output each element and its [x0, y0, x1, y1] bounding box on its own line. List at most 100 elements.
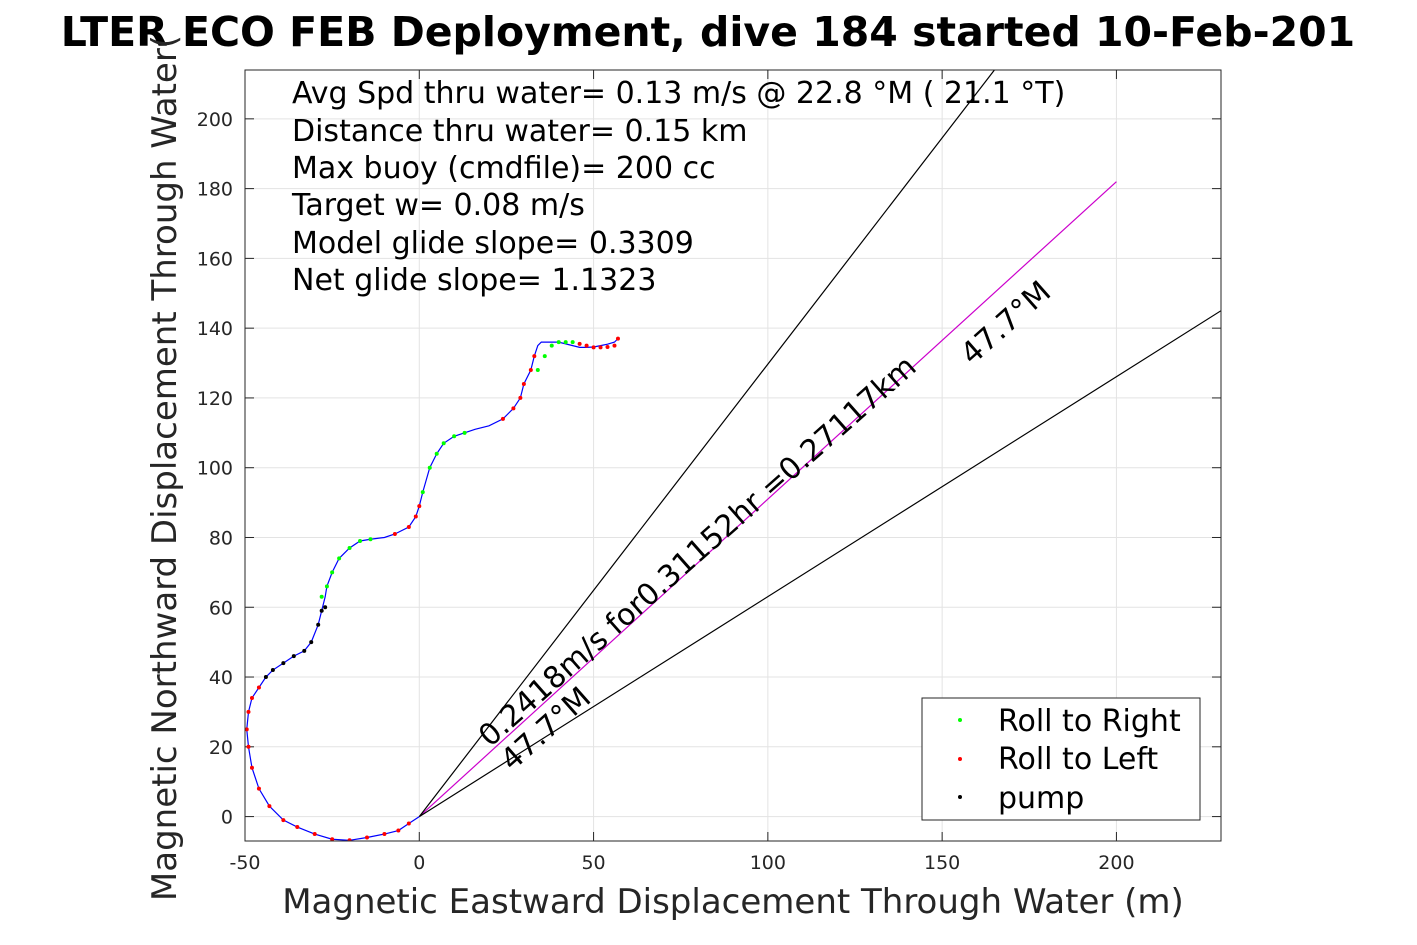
marker-roll-to-left: [528, 368, 533, 373]
y-tick-label: 100: [197, 458, 233, 480]
marker-roll-to-left: [246, 744, 251, 749]
marker-roll-to-right: [420, 490, 425, 495]
track-path: [246, 338, 619, 841]
plot-frame: [244, 69, 1222, 842]
y-axis-label: Magnetic Northward Displacement Through …: [145, 35, 185, 901]
marker-pump: [263, 675, 268, 680]
reference-lines: [418, 70, 1221, 818]
marker-roll-to-right: [570, 340, 575, 345]
marker-roll-to-left: [598, 345, 603, 350]
marker-pump: [291, 654, 296, 659]
marker-roll-to-right: [330, 570, 335, 575]
stats-annotations: Avg Spd thru water= 0.13 m/s @ 22.8 °M (…: [291, 76, 1065, 298]
line-bound-lower: [418, 310, 1221, 818]
y-tick-label: 40: [209, 667, 233, 689]
marker-roll-to-left: [347, 838, 352, 841]
marker-pump: [309, 640, 314, 645]
marker-pump: [323, 605, 328, 610]
marker-pump: [302, 648, 307, 653]
marker-pump: [316, 622, 321, 627]
marker-roll-to-left: [518, 395, 523, 400]
marker-roll-to-right: [319, 594, 324, 599]
legend-label-roll-left: Roll to Left: [998, 742, 1158, 777]
legend-marker-pump: [958, 795, 962, 799]
legend-marker-roll-right: [958, 718, 962, 722]
marker-roll-to-right: [452, 434, 457, 439]
legend: Roll to Right Roll to Left pump: [921, 697, 1201, 821]
marker-roll-to-right: [556, 340, 561, 345]
chart-title: LTER ECO FEB Deployment, dive 184 starte…: [61, 8, 1355, 56]
line-bound-upper: [418, 70, 995, 817]
marker-roll-to-left: [615, 336, 620, 341]
marker-roll-to-right: [535, 368, 540, 373]
marker-roll-to-left: [392, 531, 397, 536]
x-tick-label: 50: [581, 852, 605, 874]
grid-lines: [244, 70, 1221, 841]
annotation-distance: Distance thru water= 0.15 km: [292, 114, 747, 149]
marker-roll-to-left: [256, 786, 261, 791]
x-tick-label: 100: [750, 852, 786, 874]
line-net: [418, 181, 1117, 818]
y-tick-label: 80: [209, 527, 233, 549]
x-axis-label: Magnetic Eastward Displacement Through W…: [282, 882, 1184, 922]
marker-roll-to-left: [382, 832, 387, 837]
marker-roll-to-right: [434, 451, 439, 456]
marker-roll-to-right: [324, 584, 329, 589]
marker-roll-to-left: [249, 695, 254, 700]
y-tick-label: 60: [209, 597, 233, 619]
marker-roll-to-left: [295, 825, 300, 830]
legend-box: [921, 697, 1201, 821]
annotation-target-w: Target w= 0.08 m/s: [291, 188, 585, 223]
legend-label-roll-right: Roll to Right: [998, 704, 1181, 739]
marker-roll-to-right: [358, 538, 363, 543]
legend-label-pump: pump: [998, 781, 1084, 816]
marker-roll-to-left: [605, 345, 610, 350]
marker-pump: [319, 608, 324, 613]
y-tick-label: 140: [197, 318, 233, 340]
y-tick-label: 0: [221, 807, 233, 829]
marker-roll-to-left: [417, 504, 422, 509]
marker-roll-to-left: [365, 835, 369, 840]
marker-roll-to-left: [577, 341, 582, 346]
annotation-net-glide: Net glide slope= 1.1323: [292, 263, 656, 298]
legend-marker-roll-left: [958, 757, 962, 761]
x-tick-label: 150: [924, 852, 960, 874]
marker-roll-to-left: [246, 709, 251, 714]
y-tick-label: 20: [209, 737, 233, 759]
x-tick-label: 0: [413, 852, 425, 874]
marker-roll-to-left: [406, 821, 411, 826]
marker-roll-to-left: [591, 345, 596, 350]
marker-roll-to-left: [511, 406, 516, 411]
marker-roll-to-right: [563, 340, 568, 345]
marker-roll-to-right: [368, 537, 373, 542]
y-tick-label: 120: [197, 388, 233, 410]
marker-roll-to-right: [549, 343, 554, 348]
marker-roll-to-left: [612, 343, 617, 348]
marker-roll-to-left: [330, 837, 335, 841]
marker-roll-to-left: [532, 354, 537, 359]
marker-roll-to-left: [256, 685, 261, 690]
x-tick-label: -50: [229, 852, 260, 874]
marker-roll-to-left: [396, 828, 401, 833]
marker-roll-to-right: [441, 441, 446, 446]
marker-roll-to-left: [245, 727, 249, 732]
marker-roll-to-left: [281, 818, 286, 823]
marker-roll-to-right: [542, 354, 547, 359]
y-tick-label: 200: [197, 109, 233, 131]
y-tick-label: 160: [197, 248, 233, 270]
glider-track-line: [246, 338, 619, 841]
annotation-max-buoy: Max buoy (cmdfile)= 200 cc: [292, 151, 716, 186]
marker-pump: [281, 661, 286, 666]
marker-roll-to-right: [462, 430, 467, 435]
marker-roll-to-right: [427, 465, 432, 470]
track-markers: [245, 336, 620, 841]
marker-roll-to-right: [337, 556, 342, 561]
marker-roll-to-left: [500, 416, 505, 421]
marker-roll-to-left: [584, 343, 589, 348]
marker-roll-to-left: [413, 514, 418, 519]
marker-roll-to-left: [312, 832, 317, 837]
marker-roll-to-left: [267, 804, 272, 809]
marker-roll-to-left: [521, 381, 526, 386]
marker-roll-to-right: [347, 545, 352, 550]
